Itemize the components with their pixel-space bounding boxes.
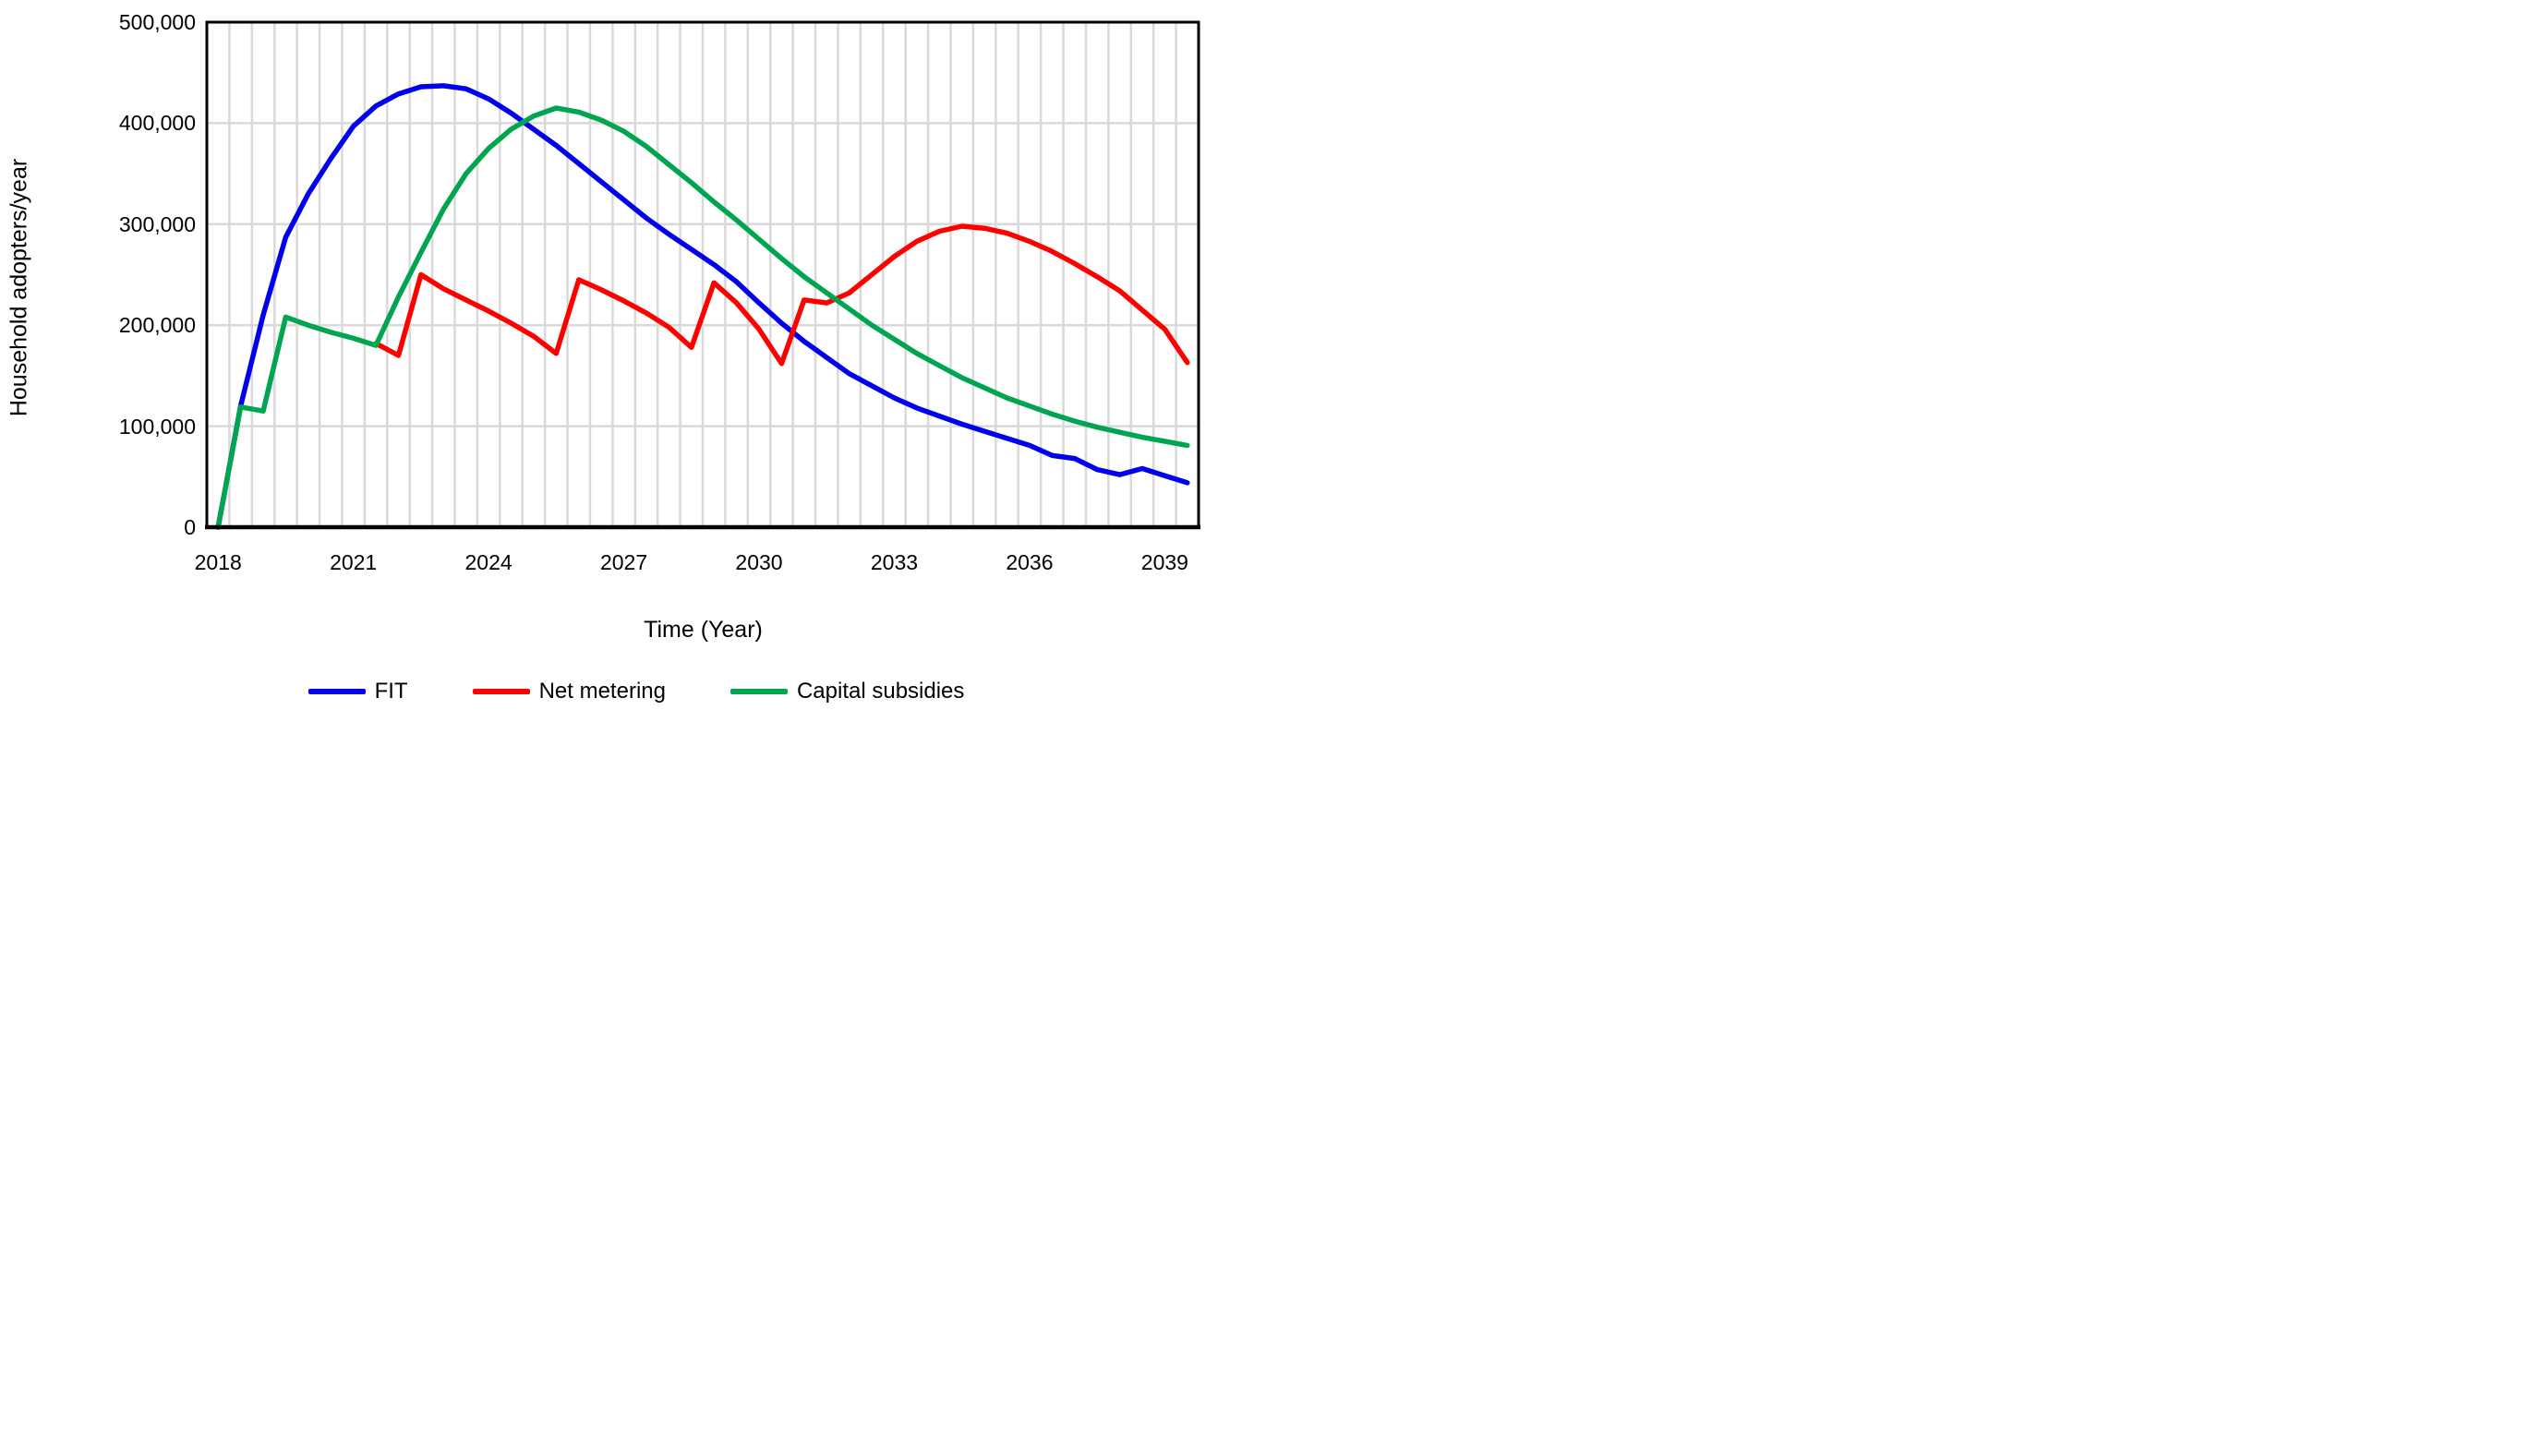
x-tick-label: 2027: [599, 550, 648, 574]
legend-label: Capital subsidies: [796, 679, 965, 704]
series-line-net-metering: [373, 223, 1190, 367]
x-tick-label: 2024: [464, 550, 512, 574]
chart-canvas: Household adopters/year 0 100,000 200,000 3…: [0, 0, 1272, 728]
series-line-capital-subsidies: [215, 105, 1190, 530]
y-tick-label: 500,000: [118, 10, 196, 34]
legend-swatch-icon: [472, 689, 530, 694]
legend-item-capital-subsidies: Capital subsidies: [729, 679, 965, 704]
legend: FIT Net metering Capital subsidies: [0, 679, 1272, 704]
legend-item-net-metering: Net metering: [472, 679, 666, 704]
y-tick-label: 300,000: [118, 211, 196, 236]
x-tick-label: 2039: [1140, 550, 1188, 574]
legend-swatch-icon: [729, 689, 788, 694]
legend-label: Net metering: [538, 679, 666, 704]
y-tick-label: 0: [184, 515, 196, 539]
y-tick-label: 400,000: [118, 111, 196, 136]
x-tick-label: 2036: [1006, 550, 1054, 574]
x-tick-label: 2018: [194, 550, 242, 574]
x-tick-label: 2030: [735, 550, 783, 574]
x-tick-label: 2021: [330, 550, 378, 574]
plot-area: [205, 20, 1200, 530]
y-tick-label: 200,000: [118, 313, 196, 338]
y-tick-label: 100,000: [118, 414, 196, 439]
legend-item-fit: FIT: [307, 679, 408, 704]
y-axis-title: Household adopters/year: [6, 158, 32, 417]
x-tick-label: 2033: [870, 550, 919, 574]
legend-swatch-icon: [307, 689, 366, 694]
x-axis-title: Time (Year): [644, 617, 763, 643]
series-line-fit: [215, 83, 1190, 530]
legend-label: FIT: [374, 679, 408, 704]
